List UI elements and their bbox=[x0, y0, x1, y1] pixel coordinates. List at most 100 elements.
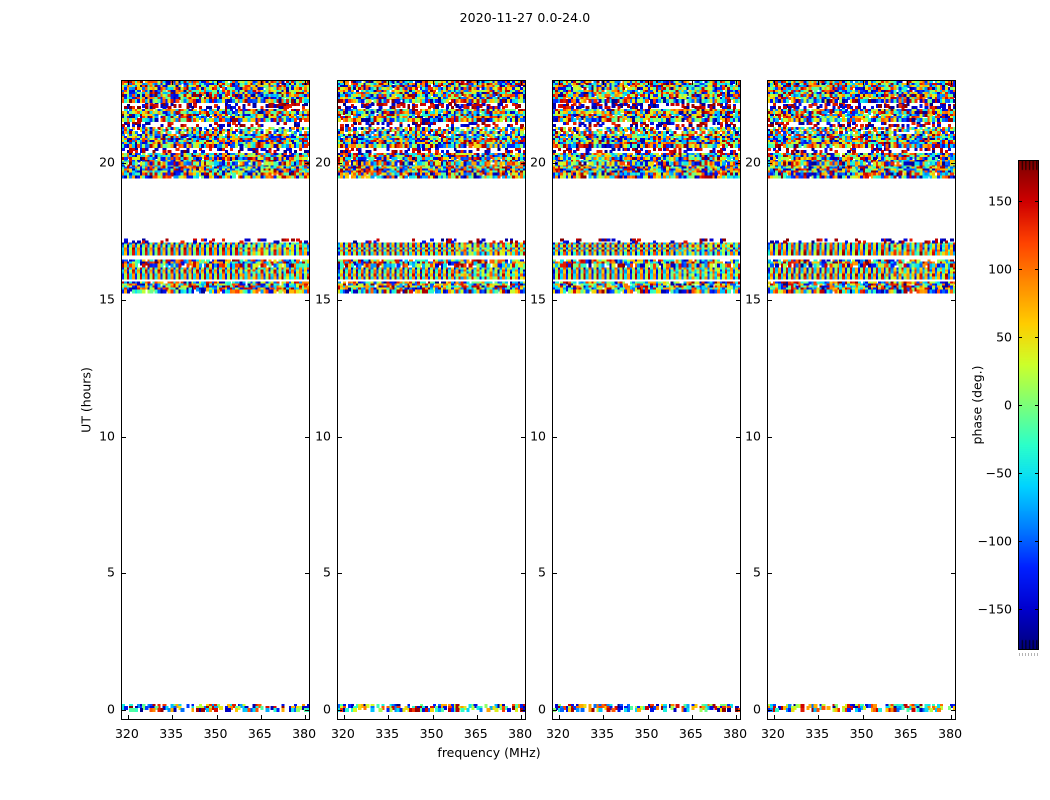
x-tick-mark bbox=[476, 81, 478, 85]
colorbar-tick-mark bbox=[1035, 541, 1039, 543]
y-tick-mark bbox=[736, 299, 740, 301]
x-tick-mark bbox=[603, 715, 605, 719]
plot-panel-3[interactable]: XY, V8*V10=EA20*EA19 bbox=[552, 80, 741, 720]
x-tick-mark bbox=[773, 715, 775, 719]
y-tick-label: 10 bbox=[99, 428, 115, 444]
y-tick-label: 0 bbox=[753, 701, 761, 717]
plot-panel-1[interactable]: XX, V8*V10=EA20*EA19 bbox=[121, 80, 310, 720]
x-tick-mark bbox=[343, 715, 345, 719]
y-tick-mark bbox=[338, 573, 342, 575]
y-tick-label: 5 bbox=[753, 564, 761, 580]
x-tick-label: 365 bbox=[463, 726, 488, 741]
y-tick-label: 10 bbox=[315, 428, 331, 444]
y-tick-mark bbox=[736, 710, 740, 712]
x-tick-label: 365 bbox=[893, 726, 918, 741]
x-tick-label: 350 bbox=[849, 726, 874, 741]
x-tick-mark bbox=[432, 715, 434, 719]
colorbar-footer-dashes bbox=[1019, 653, 1038, 656]
y-tick-mark bbox=[553, 163, 557, 165]
y-tick-mark bbox=[521, 573, 525, 575]
y-tick-mark bbox=[951, 710, 955, 712]
y-tick-mark bbox=[553, 573, 557, 575]
y-tick-label: 15 bbox=[99, 291, 115, 307]
colorbar-tick-mark bbox=[1018, 609, 1022, 611]
x-tick-mark bbox=[521, 81, 523, 85]
y-axis-label: UT (hours) bbox=[78, 367, 94, 433]
colorbar-tick-mark bbox=[1018, 336, 1022, 338]
x-tick-mark bbox=[558, 715, 560, 719]
x-tick-mark bbox=[906, 81, 908, 85]
x-tick-label: 320 bbox=[114, 726, 139, 741]
x-tick-mark bbox=[260, 81, 262, 85]
x-tick-mark bbox=[818, 715, 820, 719]
x-tick-label: 380 bbox=[508, 726, 533, 741]
y-tick-mark bbox=[305, 573, 309, 575]
x-tick-mark bbox=[305, 81, 307, 85]
y-tick-mark bbox=[305, 163, 309, 165]
y-tick-mark bbox=[768, 573, 772, 575]
colorbar-tick-label: 150 bbox=[988, 193, 1012, 209]
y-tick-label: 0 bbox=[323, 701, 331, 717]
y-tick-mark bbox=[305, 436, 309, 438]
x-tick-mark bbox=[736, 81, 738, 85]
x-tick-mark bbox=[603, 81, 605, 85]
x-tick-label: 320 bbox=[330, 726, 355, 741]
y-tick-label: 10 bbox=[745, 428, 761, 444]
x-tick-mark bbox=[388, 81, 390, 85]
x-tick-mark bbox=[172, 715, 174, 719]
x-tick-mark bbox=[260, 715, 262, 719]
y-tick-mark bbox=[553, 436, 557, 438]
x-tick-mark bbox=[127, 81, 129, 85]
plot-panel-4[interactable]: YX, V8*V10=EA20*EA19 bbox=[767, 80, 956, 720]
y-tick-mark bbox=[768, 299, 772, 301]
y-tick-mark bbox=[553, 710, 557, 712]
colorbar-tick-mark bbox=[1018, 405, 1022, 406]
x-tick-mark bbox=[216, 715, 218, 719]
x-tick-label: 350 bbox=[634, 726, 659, 741]
y-tick-mark bbox=[338, 436, 342, 438]
x-tick-mark bbox=[388, 715, 390, 719]
colorbar-tick-label: −50 bbox=[985, 465, 1012, 481]
colorbar-tick-label: 0 bbox=[1004, 397, 1012, 413]
y-tick-mark bbox=[122, 436, 126, 438]
colorbar-tick-label: −100 bbox=[977, 533, 1012, 549]
y-tick-label: 5 bbox=[538, 564, 546, 580]
waterfall-image bbox=[768, 81, 955, 719]
colorbar-container: −150 −100 −50 0 50 100 150 bbox=[978, 160, 1039, 650]
y-tick-mark bbox=[951, 573, 955, 575]
y-tick-mark bbox=[338, 163, 342, 165]
colorbar-tick-mark bbox=[1018, 268, 1022, 270]
x-tick-mark bbox=[476, 715, 478, 719]
colorbar-tick-label: 100 bbox=[988, 261, 1012, 277]
x-tick-mark bbox=[773, 81, 775, 85]
y-tick-mark bbox=[521, 710, 525, 712]
y-tick-label: 20 bbox=[99, 154, 115, 170]
colorbar-tick-label: −150 bbox=[977, 601, 1012, 617]
x-tick-label: 380 bbox=[292, 726, 317, 741]
x-tick-label: 335 bbox=[159, 726, 184, 741]
x-tick-label: 365 bbox=[678, 726, 703, 741]
y-tick-mark bbox=[305, 299, 309, 301]
colorbar-tick-mark bbox=[1035, 473, 1039, 475]
x-tick-mark bbox=[432, 81, 434, 85]
waterfall-image bbox=[122, 81, 309, 719]
plot-panel-2[interactable]: YY, V8*V10=EA20*EA19 bbox=[337, 80, 526, 720]
x-tick-mark bbox=[862, 81, 864, 85]
y-tick-mark bbox=[305, 710, 309, 712]
x-tick-label: 320 bbox=[760, 726, 785, 741]
x-tick-mark bbox=[172, 81, 174, 85]
x-tick-mark bbox=[127, 715, 129, 719]
x-tick-mark bbox=[216, 81, 218, 85]
colorbar-tick-mark bbox=[1035, 268, 1039, 270]
x-tick-label: 320 bbox=[545, 726, 570, 741]
y-tick-label: 20 bbox=[315, 154, 331, 170]
x-tick-mark bbox=[305, 715, 307, 719]
y-tick-mark bbox=[768, 436, 772, 438]
y-tick-mark bbox=[736, 436, 740, 438]
colorbar-tick-mark bbox=[1035, 336, 1039, 338]
y-tick-mark bbox=[553, 299, 557, 301]
x-tick-mark bbox=[343, 81, 345, 85]
y-tick-mark bbox=[122, 299, 126, 301]
y-tick-label: 15 bbox=[315, 291, 331, 307]
x-tick-label: 380 bbox=[938, 726, 963, 741]
